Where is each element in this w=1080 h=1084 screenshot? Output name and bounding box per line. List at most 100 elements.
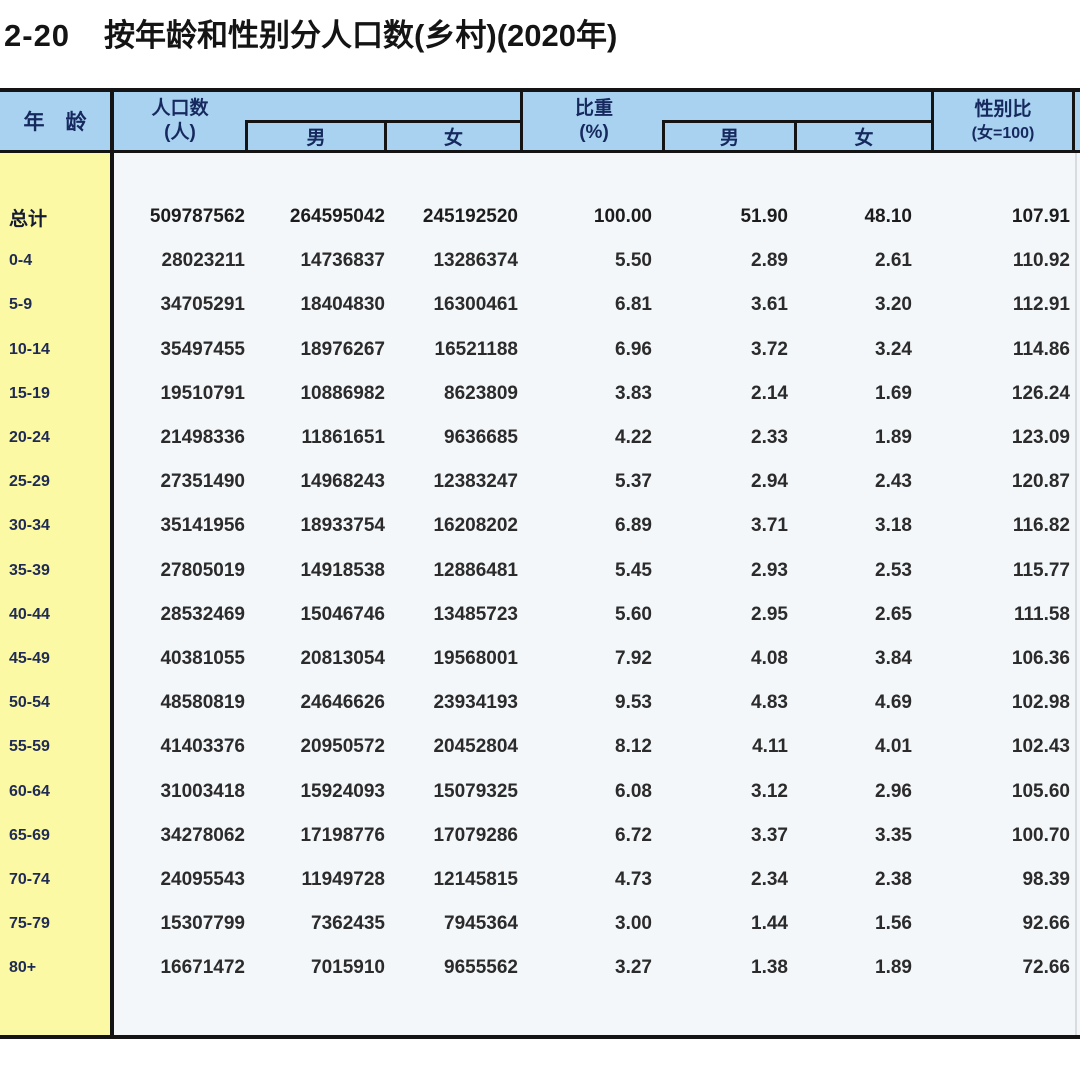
age-label: 20-24 [9,429,50,447]
share-female-value: 2.61 [875,250,912,272]
share-female-value: 3.35 [875,824,912,846]
table-row: 70-74 24095543 11949728 12145815 4.73 2.34 2.3… [0,858,1080,902]
share-female-value: 2.53 [875,559,912,581]
header-sex-ratio-line1: 性别比 [974,99,1032,121]
header-sex-ratio: 性别比 (女=100) [934,92,1075,150]
share-male-value: 2.34 [751,868,788,890]
share-total-value: 6.89 [615,515,652,537]
age-label: 75-79 [9,915,50,933]
header-share-male: 男 [665,123,797,150]
share-male-value: 1.38 [751,957,788,979]
population-female-value: 12383247 [433,471,518,493]
share-male-value: 2.94 [751,471,788,493]
share-total-value: 7.92 [615,647,652,669]
age-column-divider-line [110,88,114,1035]
age-label: 15-19 [9,384,50,402]
header-population-label: 人口数 (人) [110,92,250,150]
header-population-section: 人口数 (人) 男 女 [110,92,523,150]
population-male-value: 7362435 [311,913,385,935]
age-label: 总计 [9,208,48,230]
population-total-value: 24095543 [160,868,245,890]
header-population-female: 女 [443,128,463,149]
population-total-value: 19510791 [160,382,245,404]
header-age-label: 年 龄 [23,111,87,134]
share-male-value: 3.61 [751,294,788,316]
population-total-value: 16671472 [160,957,245,979]
population-male-value: 14736837 [300,250,385,272]
share-female-value: 1.89 [875,957,912,979]
population-total-value: 41403376 [160,736,245,758]
header-share-female: 女 [854,128,874,149]
header-population-line1: 人口数 [151,98,209,120]
population-female-value: 12145815 [433,868,518,890]
age-label: 65-69 [9,826,50,844]
age-label: 60-64 [9,782,50,800]
sex-ratio-value: 100.70 [1011,824,1070,846]
share-total-value: 6.08 [615,780,652,802]
share-total-value: 100.00 [593,206,652,228]
table-title-text: 按年龄和性别分人口数(乡村)(2020年) [104,18,618,53]
page-title: 2-20 按年龄和性别分人口数(乡村)(2020年) [4,10,617,55]
table-row: 45-49 40381055 20813054 19568001 7.92 4.08 3.8… [0,637,1080,681]
table-row: 总计 509787562 264595042 245192520 100.00 51.90… [0,195,1080,239]
population-male-value: 14918538 [300,559,385,581]
header-population-subcolumns: 男 女 [245,120,520,150]
age-label: 70-74 [9,870,50,888]
population-total-value: 28532469 [160,603,245,625]
share-male-value: 3.12 [751,780,788,802]
table-row: 40-44 28532469 15046746 13485723 5.60 2.95 2.6… [0,593,1080,637]
share-total-value: 8.12 [615,736,652,758]
share-total-value: 3.83 [615,382,652,404]
sex-ratio-value: 72.66 [1022,957,1070,979]
population-male-value: 20813054 [300,647,385,669]
sex-ratio-value: 102.43 [1011,736,1070,758]
population-female-value: 16208202 [433,515,518,537]
sex-ratio-value: 110.92 [1012,250,1070,272]
sex-ratio-value: 106.36 [1011,647,1070,669]
table-row: 50-54 48580819 24646626 23934193 9.53 4.83 4.6… [0,681,1080,725]
table-row: 55-59 41403376 20950572 20452804 8.12 4.11 4.0… [0,725,1080,769]
share-total-value: 5.45 [615,559,652,581]
table-rows: 总计 509787562 264595042 245192520 100.00 51.90… [0,195,1080,990]
age-label: 35-39 [9,561,50,579]
header-age: 年 龄 [0,92,110,150]
share-male-value: 3.37 [751,824,788,846]
population-male-value: 7015910 [311,957,385,979]
population-female-value: 17079286 [433,824,518,846]
population-female-value: 12886481 [433,559,518,581]
share-female-value: 2.65 [875,603,912,625]
population-female-value: 9655562 [444,957,518,979]
share-male-value: 2.33 [751,427,788,449]
age-label: 45-49 [9,649,50,667]
share-total-value: 6.72 [615,824,652,846]
share-male-value: 51.90 [740,206,788,228]
table-bottom-border [0,1035,1080,1039]
age-label: 30-34 [9,517,50,535]
population-male-value: 18933754 [300,515,385,537]
population-total-value: 40381055 [160,647,245,669]
share-female-value: 48.10 [864,206,912,228]
share-male-value: 3.71 [751,515,788,537]
population-female-value: 245192520 [422,206,518,228]
table-row: 0-4 28023211 14736837 13286374 5.50 2.89 2.61 1… [0,239,1080,283]
population-male-value: 10886982 [300,382,385,404]
header-separator-line [0,150,1080,153]
share-female-value: 2.43 [875,471,912,493]
population-total-value: 48580819 [160,692,245,714]
table-row: 25-29 27351490 14968243 12383247 5.37 2.94 2.4… [0,460,1080,504]
age-label: 5-9 [9,296,33,314]
population-male-value: 264595042 [289,206,385,228]
population-total-value: 21498336 [160,427,245,449]
sex-ratio-value: 126.24 [1011,382,1070,404]
table-header: 年 龄 人口数 (人) 男 女 比重 (%) 男 女 [0,92,1080,150]
share-female-value: 3.24 [875,338,912,360]
share-female-value: 4.69 [875,692,912,714]
share-female-value: 3.84 [875,647,912,669]
header-share-subcolumns: 男 女 [662,120,931,150]
header-sex-ratio-line2: (女=100) [971,125,1035,143]
sex-ratio-value: 115.77 [1012,559,1070,581]
table-row: 5-9 34705291 18404830 16300461 6.81 3.61 3.20 1… [0,283,1080,327]
population-female-value: 7945364 [444,913,518,935]
age-column-background [0,153,110,1035]
